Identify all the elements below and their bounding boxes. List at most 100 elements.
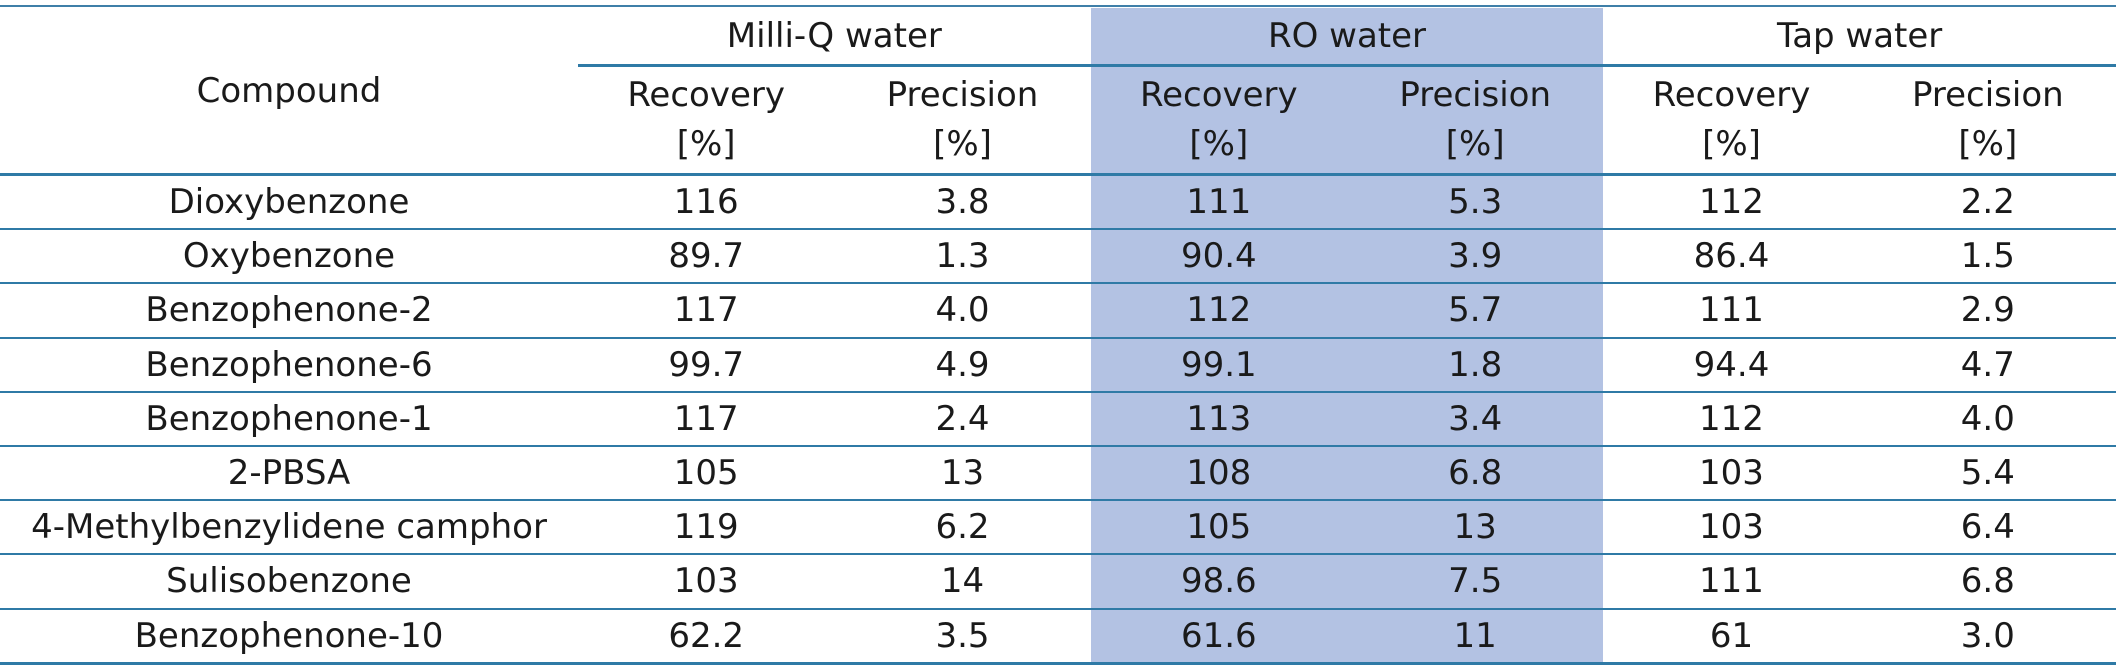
sub-header-label: Precision: [886, 74, 1039, 115]
sub-header-label: Precision: [1911, 74, 2064, 115]
table-row: Benzophenone-1 117 2.4 113 3.4 112 4.0: [0, 391, 2116, 447]
milliq-precision-cell: 4.9: [834, 337, 1091, 393]
table-row: Benzophenone-10 62.2 3.5 61.6 11 61 3.0: [0, 608, 2116, 665]
milliq-recovery-cell: 116: [578, 174, 835, 231]
ro-recovery-cell: 108: [1090, 445, 1347, 502]
table-row: Benzophenone-6 99.7 4.9 99.1 1.8 94.4 4.7: [0, 337, 2116, 393]
sub-header-label: Recovery: [1652, 74, 1811, 115]
tap-precision-cell: 1.5: [1859, 229, 2116, 285]
ro-recovery-cell: 98.6: [1090, 554, 1347, 610]
table-row: Benzophenone-2 117 4.0 112 5.7 111 2.9: [0, 283, 2116, 339]
milliq-recovery-cell: 89.7: [578, 229, 835, 285]
tap-precision-cell: 3.0: [1859, 608, 2116, 665]
tap-precision-cell: 4.7: [1859, 337, 2116, 393]
tap-recovery-cell: 111: [1603, 554, 1860, 610]
tap-recovery-cell: 112: [1603, 174, 1860, 231]
compound-cell: Benzophenone-2: [0, 283, 578, 339]
table-row: Dioxybenzone 116 3.8 111 5.3 112 2.2: [0, 174, 2116, 231]
ro-recovery-cell: 113: [1090, 391, 1347, 447]
table-row: 4-Methylbenzylidene camphor 119 6.2 105 13 10…: [0, 500, 2116, 556]
ro-recovery-cell: 99.1: [1090, 337, 1347, 393]
tap-precision-cell: 4.0: [1859, 391, 2116, 447]
compound-cell: Benzophenone-1: [0, 391, 578, 447]
group-header-tap: Tap water: [1603, 8, 2116, 67]
tap-precision-cell: 6.8: [1859, 554, 2116, 610]
milliq-precision-cell: 3.8: [834, 174, 1091, 231]
tap-recovery-cell: 103: [1603, 445, 1860, 502]
table-row: Oxybenzone 89.7 1.3 90.4 3.9 86.4 1.5: [0, 229, 2116, 285]
ro-precision-cell: 3.9: [1347, 229, 1604, 285]
milliq-recovery-cell: 103: [578, 554, 835, 610]
compound-cell: Oxybenzone: [0, 229, 578, 285]
table-row: Sulisobenzone 103 14 98.6 7.5 111 6.8: [0, 554, 2116, 610]
sub-header-unit: [%]: [1958, 124, 2018, 164]
sub-header-unit: [%]: [676, 124, 736, 164]
milliq-precision-cell: 1.3: [834, 229, 1091, 285]
recovery-precision-table: Compound Milli-Q water RO water Tap wate…: [0, 8, 2116, 665]
compound-cell: 2-PBSA: [0, 445, 578, 502]
sub-header-unit: [%]: [1702, 124, 1761, 164]
tap-precision-cell: 5.4: [1859, 445, 2116, 502]
compound-cell: Sulisobenzone: [0, 554, 578, 610]
tap-precision-cell: 2.2: [1859, 174, 2116, 231]
compound-cell: Benzophenone-6: [0, 337, 578, 393]
tap-recovery-cell: 86.4: [1603, 229, 1860, 285]
top-rule: [0, 5, 2116, 7]
ro-precision-cell: 7.5: [1347, 554, 1604, 610]
ro-recovery-cell: 111: [1090, 174, 1347, 231]
ro-recovery-cell: 61.6: [1090, 608, 1347, 665]
table-head: Compound Milli-Q water RO water Tap wate…: [0, 8, 2116, 176]
milliq-recovery-header: Recovery [%]: [578, 65, 835, 176]
ro-precision-cell: 13: [1347, 500, 1604, 556]
tap-precision-cell: 2.9: [1859, 283, 2116, 339]
ro-recovery-cell: 112: [1090, 283, 1347, 339]
milliq-recovery-cell: 117: [578, 391, 835, 447]
ro-recovery-header: Recovery [%]: [1090, 65, 1347, 176]
milliq-precision-cell: 2.4: [834, 391, 1091, 447]
ro-precision-cell: 5.3: [1347, 174, 1604, 231]
group-header-milliq: Milli-Q water: [578, 8, 1091, 67]
tap-recovery-cell: 61: [1603, 608, 1860, 665]
tap-recovery-cell: 103: [1603, 500, 1860, 556]
table-row: 2-PBSA 105 13 108 6.8 103 5.4: [0, 445, 2116, 502]
ro-precision-cell: 1.8: [1347, 337, 1604, 393]
compound-cell: Benzophenone-10: [0, 608, 578, 665]
milliq-precision-cell: 14: [834, 554, 1091, 610]
tap-precision-cell: 6.4: [1859, 500, 2116, 556]
ro-precision-cell: 11: [1347, 608, 1604, 665]
sub-header-label: Recovery: [1140, 74, 1298, 115]
milliq-precision-cell: 3.5: [834, 608, 1091, 665]
tap-precision-header: Precision [%]: [1859, 65, 2116, 176]
milliq-precision-cell: 4.0: [834, 283, 1091, 339]
sub-header-unit: [%]: [1189, 124, 1249, 164]
sub-header-unit: [%]: [1445, 124, 1505, 164]
group-header-ro: RO water: [1090, 8, 1604, 67]
milliq-recovery-cell: 62.2: [578, 608, 835, 665]
ro-recovery-cell: 105: [1090, 500, 1347, 556]
tap-recovery-cell: 111: [1603, 283, 1860, 339]
sub-header-row: Recovery [%] Precision [%] Recovery [%] …: [0, 65, 2116, 176]
sub-header-unit: [%]: [933, 124, 992, 164]
milliq-recovery-cell: 117: [578, 283, 835, 339]
milliq-precision-cell: 13: [834, 445, 1091, 502]
sub-header-label: Precision: [1399, 74, 1552, 115]
compound-cell: Dioxybenzone: [0, 174, 578, 231]
milliq-precision-header: Precision [%]: [834, 65, 1091, 176]
ro-precision-header: Precision [%]: [1347, 65, 1604, 176]
group-header-row: Compound Milli-Q water RO water Tap wate…: [0, 8, 2116, 176]
milliq-recovery-cell: 119: [578, 500, 835, 556]
milliq-recovery-cell: 99.7: [578, 337, 835, 393]
ro-precision-cell: 5.7: [1347, 283, 1604, 339]
ro-precision-cell: 3.4: [1347, 391, 1604, 447]
sub-header-label: Recovery: [627, 74, 785, 115]
ro-recovery-cell: 90.4: [1090, 229, 1347, 285]
compound-cell: 4-Methylbenzylidene camphor: [0, 500, 578, 556]
tap-recovery-cell: 94.4: [1603, 337, 1860, 393]
compound-column-header: Compound: [0, 8, 578, 176]
milliq-precision-cell: 6.2: [834, 500, 1091, 556]
table-body: Dioxybenzone 116 3.8 111 5.3 112 2.2 Oxybenzone…: [0, 174, 2116, 665]
tap-recovery-header: Recovery [%]: [1603, 65, 1860, 176]
milliq-recovery-cell: 105: [578, 445, 835, 502]
ro-precision-cell: 6.8: [1347, 445, 1604, 502]
